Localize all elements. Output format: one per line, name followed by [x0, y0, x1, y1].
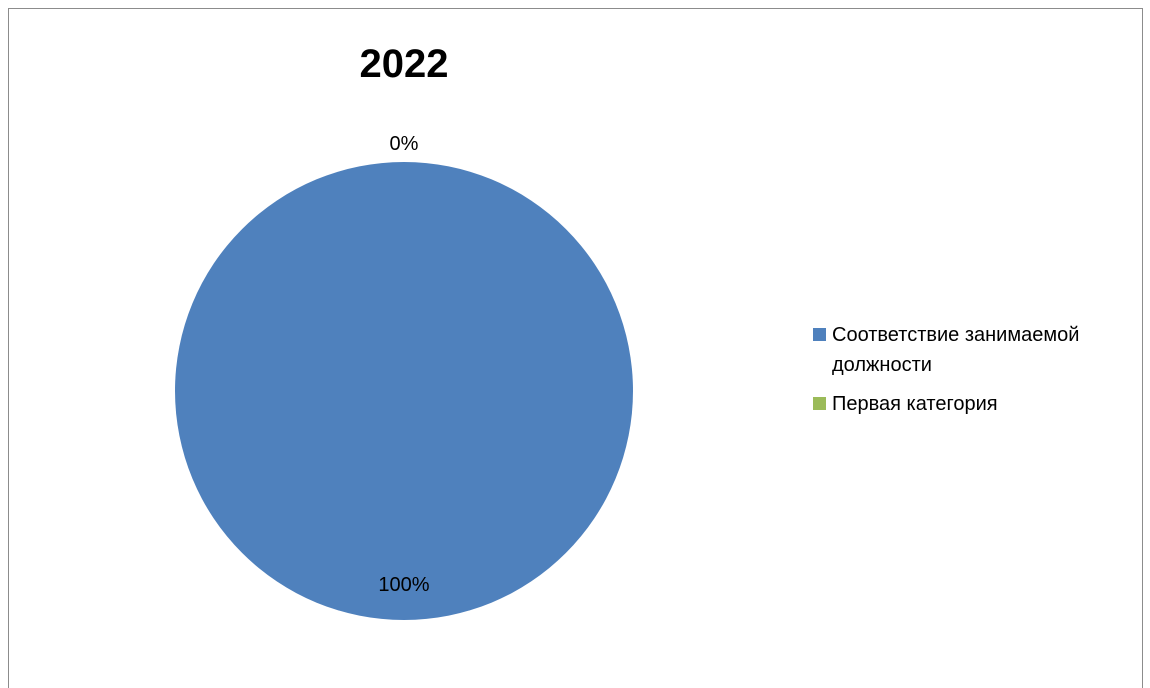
legend-swatch-1: [813, 397, 826, 410]
legend-item-0: Соответствие занимаемой должности: [813, 320, 1143, 380]
chart-title: 2022: [359, 42, 449, 86]
legend-item-1: Первая категория: [813, 389, 1143, 419]
legend-label-1: Первая категория: [832, 393, 998, 415]
legend: Соответствие занимаемой должности Первая…: [813, 320, 1143, 428]
data-label-1: 0%: [390, 133, 419, 155]
data-label-0: 100%: [378, 574, 429, 596]
legend-label-0: Соответствие занимаемой должности: [832, 324, 1080, 376]
pie-slice-0: [175, 162, 633, 620]
legend-swatch-0: [813, 328, 826, 341]
